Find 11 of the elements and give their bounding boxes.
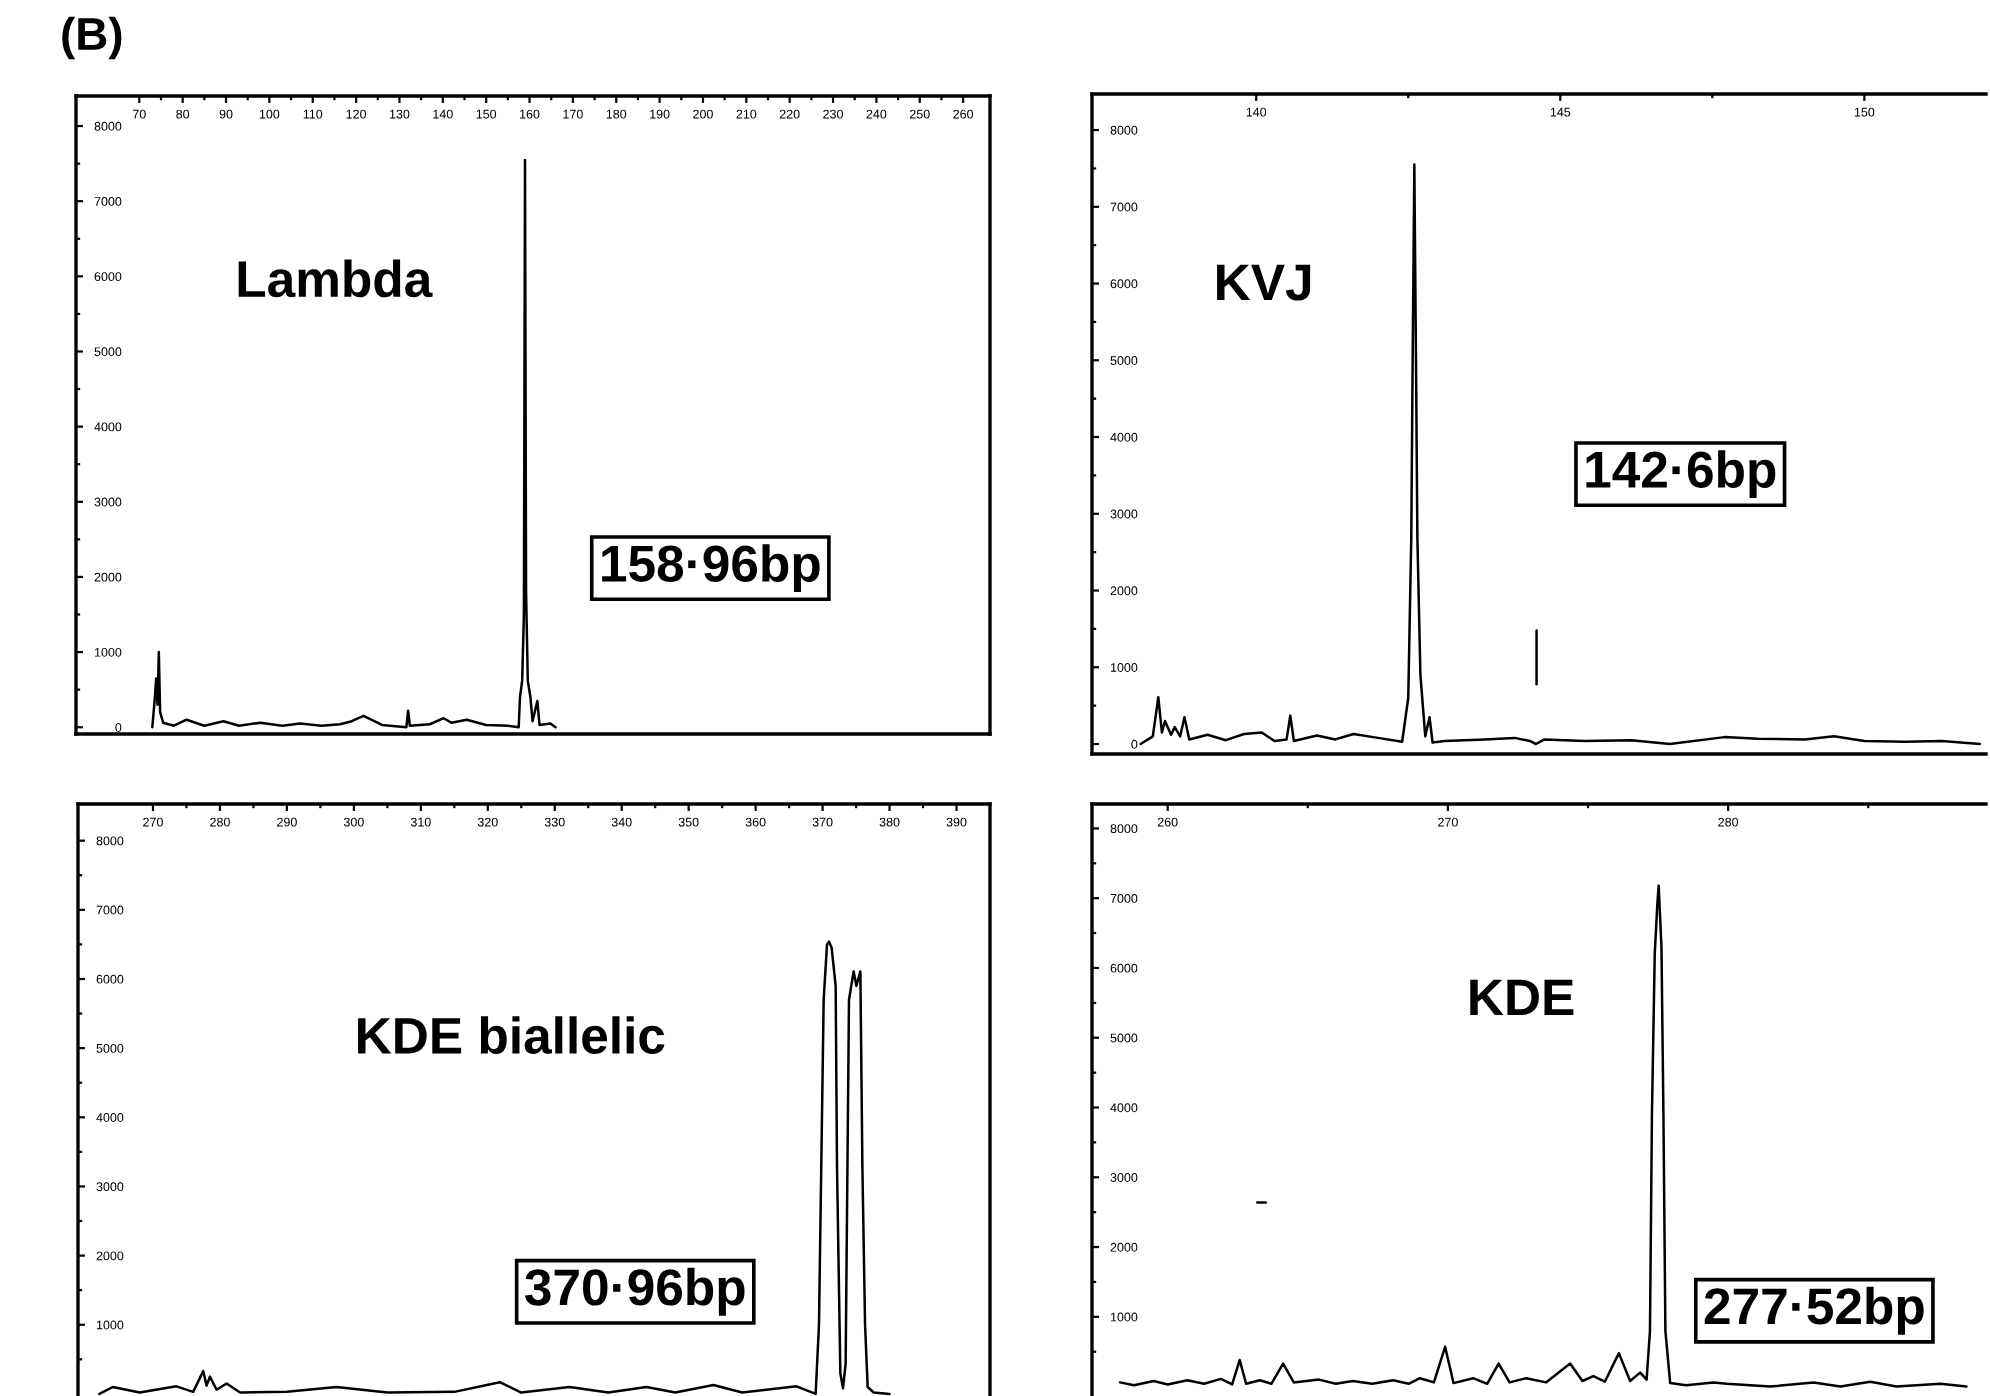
- annotation: Lambda: [238, 259, 433, 298]
- annotation: KDE: [1470, 979, 1574, 1016]
- chart-title: (B): [62, 16, 122, 60]
- annotation: KVJ: [1217, 264, 1311, 301]
- annotation: 277·52bp: [1704, 1286, 1924, 1335]
- line-series: [1139, 163, 1982, 746]
- annotation: KDE biallelic: [358, 1016, 665, 1054]
- annotation: 370·96bp: [525, 1267, 745, 1316]
- line-series: [98, 940, 891, 1396]
- annotation: 142·6bp: [1586, 450, 1776, 499]
- annotation: 158·96bp: [602, 544, 820, 593]
